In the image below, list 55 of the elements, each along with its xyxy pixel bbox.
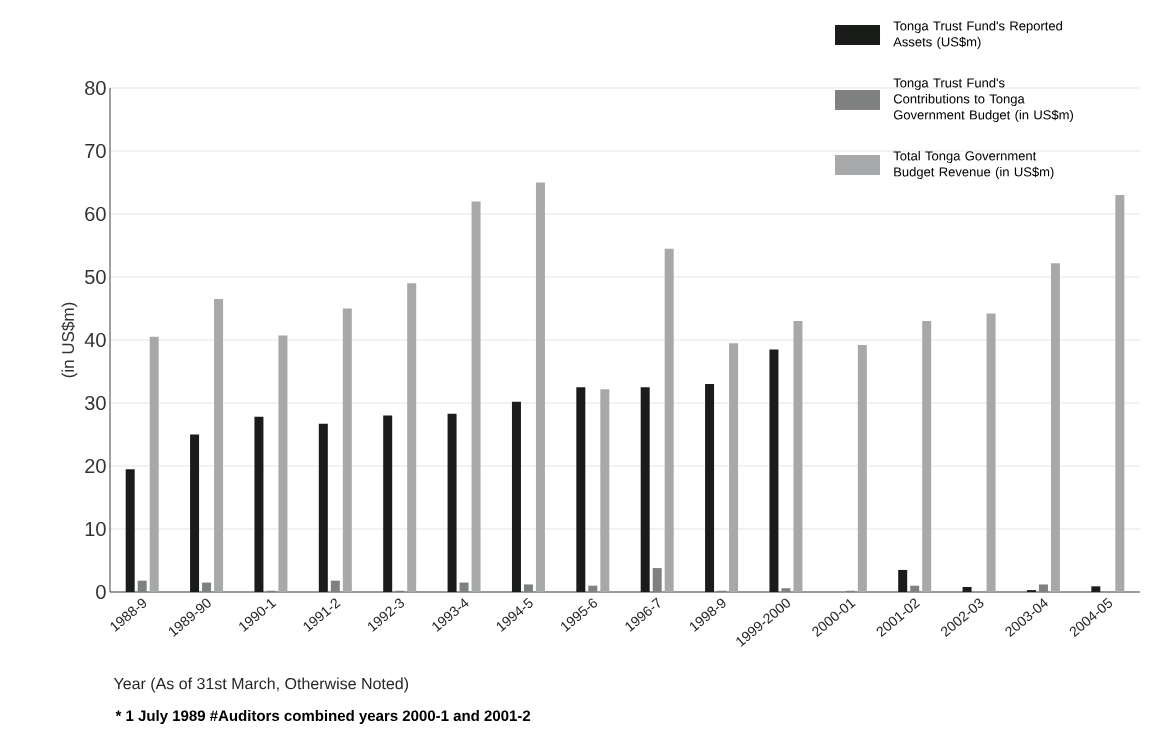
bar [214, 299, 224, 592]
y-tick-label: 40 [84, 332, 106, 348]
bar [588, 585, 598, 592]
y-tick-label: 80 [85, 80, 106, 96]
bar [962, 586, 972, 592]
y-tick-label: 30 [85, 395, 106, 411]
bar [1038, 584, 1048, 592]
bar [342, 308, 352, 592]
bar [986, 313, 996, 592]
bar [523, 584, 533, 592]
bar [535, 182, 545, 592]
bar [137, 580, 147, 592]
bar [922, 321, 932, 592]
legend-label: Total Tonga Government Budget Revenue (in US$m) [893, 150, 1054, 180]
bar [278, 335, 288, 592]
bar [383, 415, 393, 592]
bar [769, 349, 779, 592]
bar [793, 321, 803, 592]
bar [190, 434, 200, 592]
bar [781, 588, 791, 592]
bar [729, 343, 739, 592]
bar [1091, 586, 1101, 592]
y-tick-label: 20 [85, 458, 106, 474]
y-tick-label: 50 [85, 269, 106, 285]
bar [600, 389, 610, 592]
bar [910, 585, 920, 592]
bar [652, 568, 662, 592]
bar [407, 283, 417, 592]
y-tick-label: 70 [85, 143, 106, 159]
bar [202, 582, 212, 592]
legend-label: Tonga Trust Fund's Reported Assets (US$m) [893, 20, 1062, 50]
bar [330, 580, 340, 592]
bar [1050, 263, 1060, 592]
bar [664, 248, 674, 592]
bar [576, 387, 586, 592]
y-tick-label: 10 [85, 521, 106, 537]
bar [898, 569, 908, 592]
bar [459, 582, 469, 592]
bar [1115, 195, 1125, 592]
bar [149, 336, 159, 592]
y-axis-title: (in US$m) [61, 302, 78, 378]
bar [511, 401, 521, 592]
bar [125, 469, 135, 592]
text: * 1 July 1989 #Auditors combined years 2000-1 and 2001-2 [115, 710, 531, 724]
bar [640, 387, 650, 592]
bar [471, 201, 481, 592]
bar [318, 423, 328, 592]
bar [857, 345, 867, 592]
bar [254, 416, 264, 592]
legend-label: Tonga Trust Fund's Contributions to Tonga Government Budget (in US$m) [893, 77, 1073, 123]
y-tick-label: 0 [96, 584, 106, 600]
bar [447, 413, 457, 592]
bar [705, 384, 715, 592]
x-axis-title: Year (As of 31st March, Otherwise Noted) [113, 677, 409, 693]
y-tick-label: 60 [85, 206, 106, 222]
